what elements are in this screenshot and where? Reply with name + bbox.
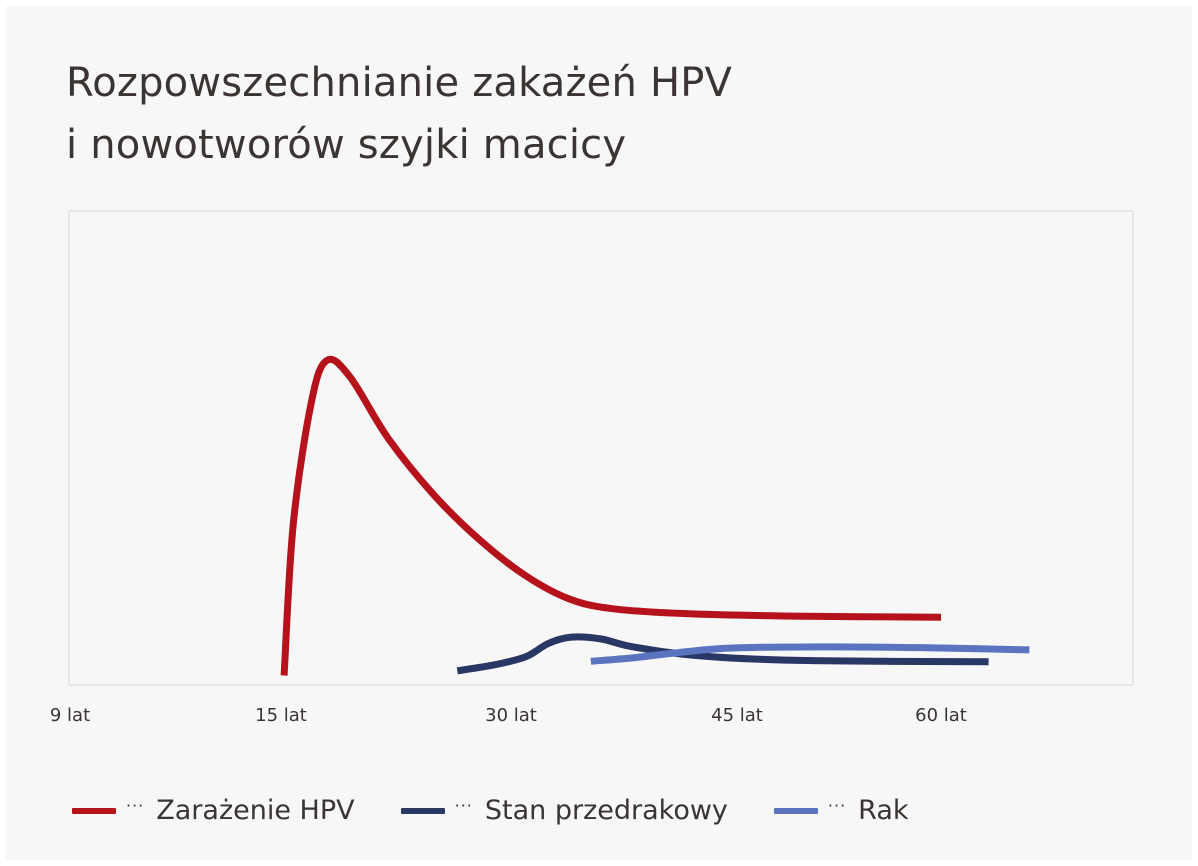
x-tick-label: 15 lat <box>255 705 307 726</box>
legend-item-precancer: ··· Stan przedrakowy <box>400 795 728 826</box>
legend-item-hpv: ··· Zarażenie HPV <box>72 795 355 826</box>
chart-card <box>6 6 1192 860</box>
x-tick-label: 45 lat <box>711 705 763 726</box>
series-layer <box>280 355 1030 676</box>
x-tick-label: 30 lat <box>485 705 537 726</box>
legend-dots-icon: ··· <box>827 796 847 815</box>
series-line-precancer <box>456 633 989 675</box>
legend-label: Stan przedrakowy <box>484 795 728 826</box>
legend-label: Zarażenie HPV <box>156 795 355 826</box>
legend-swatch <box>773 807 818 814</box>
series-line-cancer <box>590 643 1030 665</box>
legend-swatch <box>72 807 116 814</box>
x-tick-label: 9 lat <box>50 705 90 726</box>
legend-dots-icon: ··· <box>126 796 145 815</box>
legend-label: Rak <box>858 795 909 826</box>
x-tick-label: 60 lat <box>915 705 967 726</box>
legend-dots-icon: ··· <box>454 796 473 815</box>
legend-swatch <box>400 807 445 814</box>
chart-title-line-1: Rozpowszechnianie zakażeń HPV <box>66 60 733 106</box>
chart-title-line-2: i nowotworów szyjki macicy <box>66 122 627 168</box>
x-axis: 9 lat 15 lat 30 lat 45 lat 60 lat <box>50 705 967 726</box>
chart-title: Rozpowszechnianie zakażeń HPV i nowotwor… <box>66 52 732 176</box>
legend: ··· Zarażenie HPV ··· Stan przedrakowy ·… <box>72 795 955 826</box>
legend-item-cancer: ··· Rak <box>773 795 909 826</box>
plot-area <box>68 210 1134 686</box>
series-line-hpv <box>280 355 942 676</box>
